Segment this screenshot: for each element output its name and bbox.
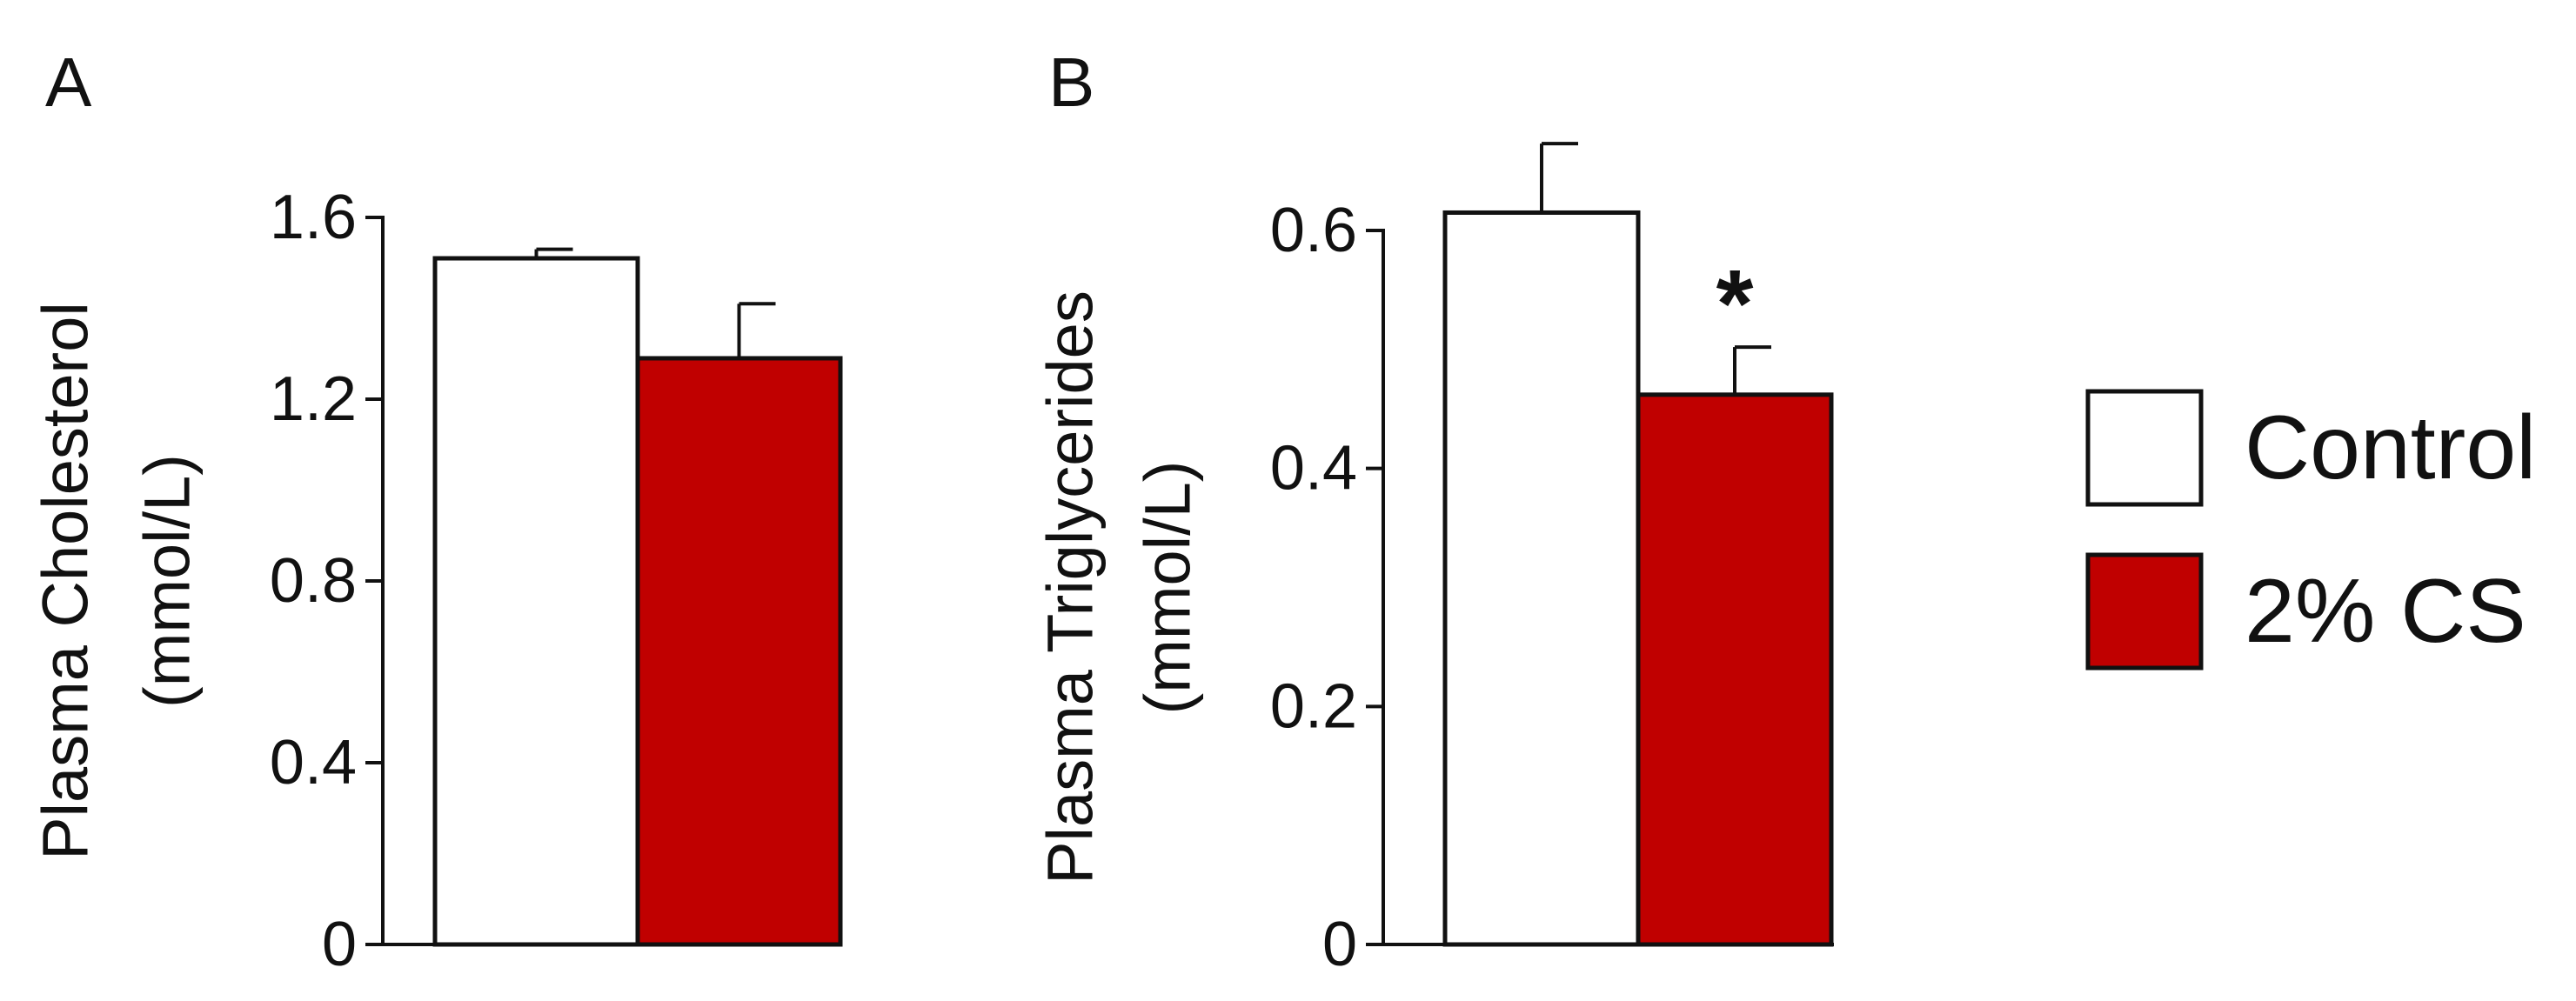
y-axis-label-line: Plasma Triglycerides	[1034, 290, 1107, 884]
panel-a: A Plasma Cholesterol (mmol/L) 0 0.4 0.8 1.2 1.6	[30, 43, 843, 979]
y-tick-label: 0.2	[1270, 671, 1357, 741]
panel-letter: B	[1048, 43, 1094, 121]
y-tick-label: 0	[1322, 910, 1357, 979]
y-tick-label: 0.4	[1270, 434, 1357, 504]
legend-label-2pct-cs: 2% CS	[2245, 561, 2526, 662]
bar-control	[1442, 210, 1641, 947]
y-tick-label: 0	[322, 910, 357, 979]
legend-swatch-control	[2085, 389, 2204, 507]
panel-letter: A	[45, 43, 92, 121]
significance-marker: *	[1716, 250, 1754, 357]
panel-b: B Plasma Triglycerides (mmol/L) 0 0.2 0.4 0.6 *	[1034, 43, 1834, 979]
y-tick-label: 1.6	[270, 183, 357, 252]
y-axis-label-line: Plasma Cholesterol	[30, 302, 102, 860]
legend-label-control: Control	[2245, 397, 2536, 498]
bar-2pct-cs	[1636, 392, 1834, 947]
y-tick-label: 0.6	[1270, 196, 1357, 265]
y-tick-label: 0.4	[270, 728, 357, 797]
legend-swatch-2pct-cs	[2085, 552, 2204, 671]
bar-control	[432, 256, 640, 947]
y-tick-label: 1.2	[270, 364, 357, 434]
bar-2pct-cs	[635, 356, 843, 947]
y-axis-label-line: (mmol/L)	[131, 454, 204, 708]
legend: Control 2% CS	[2085, 389, 2536, 671]
y-tick-label: 0.8	[270, 546, 357, 616]
y-axis-label-line: (mmol/L)	[1132, 461, 1204, 715]
